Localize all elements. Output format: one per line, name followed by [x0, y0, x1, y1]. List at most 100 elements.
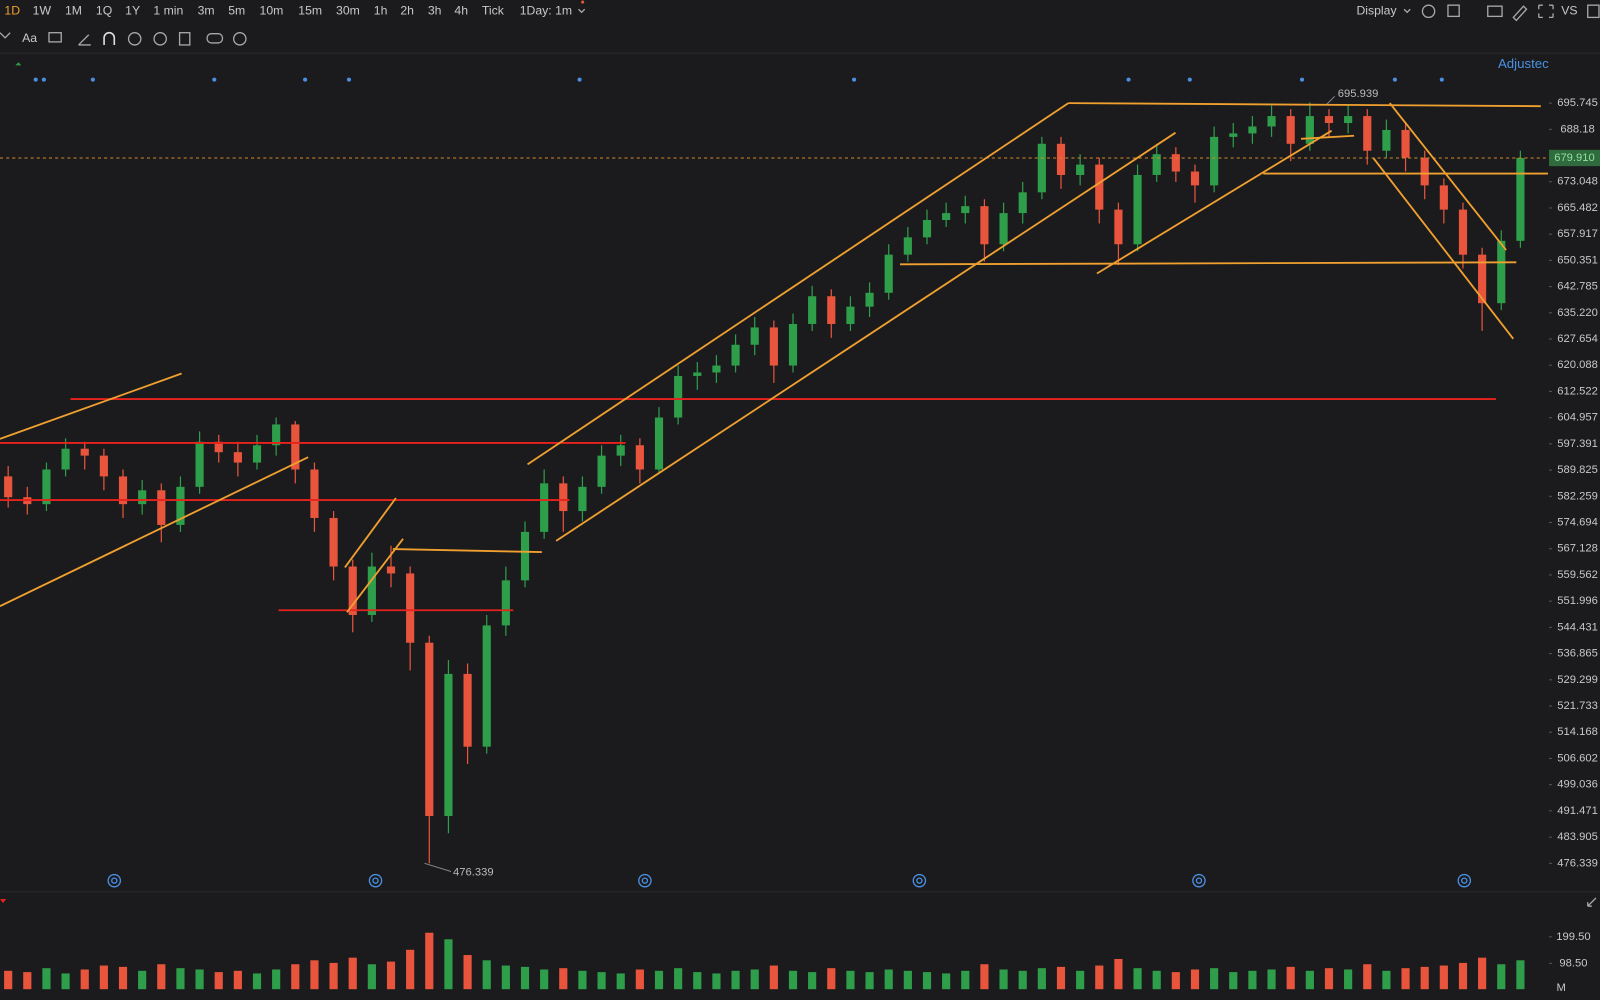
note-tool[interactable]: [48, 32, 62, 43]
volume-tick-label: 98.50: [1559, 957, 1587, 969]
timeframe-button[interactable]: 1Day: 1m: [520, 4, 572, 18]
candle-body: [233, 452, 242, 463]
volume-bar: [1210, 968, 1219, 990]
max-label: 695.939: [1338, 88, 1379, 100]
candle-body: [788, 323, 798, 366]
display-menu[interactable]: Display: [1356, 4, 1397, 18]
chevron: [0, 32, 11, 39]
timeframe-button[interactable]: 15m: [298, 4, 322, 18]
volume-bar: [272, 969, 281, 990]
volume-bar: [865, 972, 874, 990]
volume-bar: [1516, 960, 1525, 990]
timeframe-button[interactable]: 1M: [65, 4, 82, 18]
timeframe-button[interactable]: 1 min: [153, 4, 183, 18]
candle-body: [1286, 116, 1295, 144]
volume-bar: [1478, 957, 1487, 990]
volume-bar: [1382, 970, 1391, 990]
timeframe-button[interactable]: 3h: [428, 4, 442, 18]
candle-body: [463, 673, 472, 747]
lock-tool[interactable]: [153, 32, 167, 46]
candle-body: [80, 448, 89, 456]
y-tick-label: 604.957: [1557, 412, 1598, 424]
volume-bar: [1401, 968, 1410, 990]
volume-bar: [425, 932, 434, 990]
pen-icon[interactable]: [1512, 5, 1528, 22]
timeframe-button[interactable]: 4h: [454, 4, 468, 18]
volume-bar: [1095, 965, 1104, 990]
settings-icon[interactable]: [1421, 4, 1436, 19]
y-tick-label: 574.694: [1557, 516, 1598, 528]
candle-body: [1516, 157, 1525, 241]
panel-icon[interactable]: [1587, 4, 1600, 19]
candle-body: [99, 455, 108, 477]
fullscreen-icon[interactable]: [1538, 4, 1554, 19]
volume-bar: [252, 973, 262, 990]
y-tick-label: 551.996: [1557, 595, 1598, 607]
candle-body: [865, 292, 874, 307]
volume-bar: [788, 970, 798, 990]
volume-bar: [769, 965, 778, 990]
candle-body: [1076, 164, 1085, 175]
y-tick-label: 612.522: [1557, 385, 1598, 397]
timeframe-button[interactable]: 3m: [198, 4, 215, 18]
text-tool[interactable]: Aa: [22, 31, 37, 45]
adjust-label[interactable]: Adjustec: [1498, 56, 1549, 71]
candle-body: [827, 296, 836, 324]
layout-icon[interactable]: [1447, 4, 1460, 18]
delete-tool[interactable]: [178, 32, 191, 46]
volume-bar: [1267, 969, 1276, 990]
volume-bar: [635, 969, 644, 990]
volume-bar: [99, 965, 108, 990]
candle-body: [1248, 126, 1257, 134]
camera-icon[interactable]: [1487, 5, 1503, 18]
volume-bar: [310, 960, 319, 990]
volume-bar: [961, 970, 970, 990]
volume-bar: [214, 972, 223, 990]
volume-bar: [444, 939, 453, 990]
volume-pane: 199.50 98.50 M: [4, 931, 1591, 994]
timeframe-button[interactable]: 1Y: [125, 4, 140, 18]
volume-bar: [157, 964, 166, 990]
candle-body: [1152, 154, 1161, 175]
volume-bar: [1458, 962, 1468, 990]
candle-body: [61, 448, 70, 470]
volume-bar: [808, 972, 817, 990]
magnet-tool[interactable]: [103, 31, 116, 45]
y-tick-label: 688.18: [1560, 123, 1594, 135]
volume-bar: [693, 972, 702, 990]
y-tick-label: 627.654: [1557, 333, 1598, 345]
volume-bar: [903, 970, 912, 990]
y-tick-label: 521.733: [1557, 700, 1598, 712]
timeframe-button[interactable]: 1D: [4, 4, 20, 18]
timeframe-button[interactable]: 5m: [228, 4, 245, 18]
timeframe-button[interactable]: 2h: [400, 4, 414, 18]
timeframe-button[interactable]: 1W: [33, 4, 52, 18]
candle-body: [1363, 116, 1372, 151]
hide-tool[interactable]: [127, 32, 142, 46]
volume-bar: [1171, 972, 1180, 990]
candle-body: [1497, 240, 1506, 304]
candle-body: [157, 490, 166, 525]
timeframe-button[interactable]: 1Q: [96, 4, 112, 18]
settings-tool[interactable]: [233, 32, 247, 46]
timeframe-button[interactable]: 10m: [260, 4, 284, 18]
compare-button[interactable]: VS: [1561, 4, 1577, 18]
volume-bar: [233, 970, 242, 990]
timeframe-button[interactable]: 30m: [336, 4, 360, 18]
y-tick-label: 499.036: [1557, 779, 1598, 791]
max-leader: [1326, 95, 1336, 105]
volume-bar: [1248, 970, 1257, 990]
y-tick-label: 642.785: [1557, 281, 1598, 293]
timeframe-button[interactable]: 1h: [374, 4, 388, 18]
candle-body: [731, 344, 740, 366]
volume-bar: [1133, 968, 1142, 990]
candle-body: [1439, 185, 1448, 210]
volume-bar: [540, 969, 549, 990]
line-tool[interactable]: [78, 34, 91, 46]
timeframe-button[interactable]: Tick: [482, 4, 505, 18]
y-tick-label: 589.825: [1557, 464, 1598, 476]
volume-bar: [1305, 970, 1314, 990]
candle-body: [884, 254, 893, 293]
group-tool[interactable]: [206, 33, 224, 44]
expand-icon[interactable]: [1587, 897, 1597, 907]
